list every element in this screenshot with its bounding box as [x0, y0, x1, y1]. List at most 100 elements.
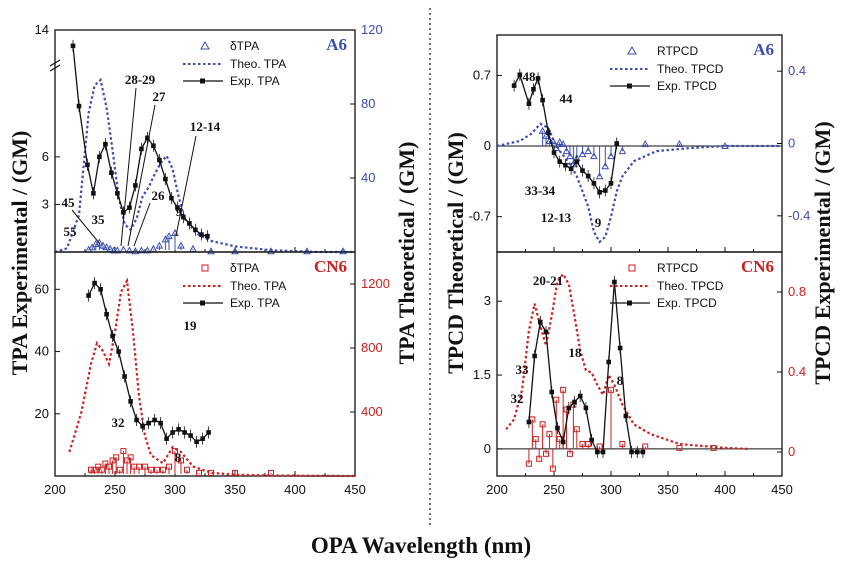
x-tick-label: 350 — [657, 482, 679, 497]
x-tick-label: 200 — [486, 482, 508, 497]
exp-point — [205, 233, 210, 239]
exp-point — [606, 359, 612, 365]
stick-marker — [536, 455, 543, 462]
legend-label-sticks: δTPA — [230, 261, 259, 275]
annotation: 55 — [64, 224, 78, 239]
stick-marker — [165, 232, 173, 240]
y-tick-label-right: -0.4 — [788, 208, 810, 223]
x-axis-title: OPA Wavelength (nm) — [311, 533, 531, 558]
exp-point — [128, 399, 133, 404]
exp-point — [97, 154, 102, 160]
stick-marker — [113, 246, 122, 254]
y-tick-label-left: 3 — [484, 293, 491, 308]
stick-marker — [106, 463, 112, 470]
stick-marker — [88, 466, 94, 473]
annotation: 20-21 — [533, 273, 563, 288]
exp-point — [103, 141, 108, 147]
y-tick-label-left: 0.7 — [473, 67, 491, 82]
axis-title: TPA Experimental / (GM) — [7, 131, 32, 376]
y-tick-label-right: 40 — [361, 170, 375, 185]
exp-point — [110, 333, 115, 339]
stick-marker — [546, 431, 553, 438]
y-tick-label-left: 40 — [35, 344, 49, 359]
legend-label-exp: Exp. TPCD — [657, 79, 717, 93]
exp-point — [121, 210, 126, 215]
exp-point — [140, 423, 145, 429]
legend-label-theo: Theo. TPCD — [657, 279, 724, 293]
exp-point — [583, 405, 589, 411]
exp-point — [193, 227, 198, 233]
exp-point — [623, 413, 629, 419]
exp-point — [86, 293, 91, 298]
stick-marker — [607, 152, 615, 160]
stick-marker — [267, 247, 275, 255]
stick-marker — [529, 416, 536, 423]
stick-marker — [549, 136, 557, 144]
annotation: 44 — [560, 91, 574, 106]
legend-label-theo: Theo. TPA — [230, 57, 286, 71]
stick-marker — [525, 460, 532, 467]
legend-marker-sticks — [200, 40, 210, 50]
x-tick-label: 250 — [543, 482, 565, 497]
x-tick-label: 200 — [44, 482, 66, 497]
exp-point — [194, 439, 199, 445]
legend-marker-exp — [627, 83, 632, 89]
exp-point — [158, 420, 163, 426]
y-tick-label-left: 60 — [35, 281, 49, 296]
exp-point — [526, 419, 532, 425]
stick-marker — [155, 241, 164, 249]
stick-marker — [142, 463, 148, 470]
exp-point — [549, 389, 555, 395]
exp-point — [200, 436, 205, 441]
exp-point — [589, 437, 594, 443]
stick-marker — [189, 244, 197, 252]
y-tick-label-right: 0 — [788, 444, 795, 459]
exp-point — [181, 214, 186, 220]
y-tick-label-left: 6 — [42, 149, 49, 164]
annotation: 32 — [112, 415, 125, 430]
exp-point — [617, 345, 623, 351]
stick-marker — [584, 147, 593, 155]
legend-marker-sticks — [627, 45, 637, 55]
exp-point — [511, 83, 517, 88]
exp-point — [109, 170, 114, 176]
exp-point — [116, 349, 121, 354]
axis-title: TPCD Theoretical / (GM) — [443, 132, 468, 374]
y-tick-label-left: 0 — [484, 441, 491, 456]
stick-marker — [539, 421, 546, 428]
x-tick-label: 400 — [714, 482, 736, 497]
stick-marker — [595, 172, 604, 180]
stick-marker — [560, 386, 567, 393]
stick-marker — [166, 463, 172, 470]
exp-point — [170, 430, 175, 435]
stick-marker — [641, 139, 650, 148]
y-tick-label-left: 1.5 — [473, 367, 491, 382]
stick-marker — [148, 466, 154, 473]
legend-marker-sticks — [628, 264, 636, 272]
stick-marker — [178, 457, 184, 464]
legend-marker-sticks — [201, 264, 209, 272]
y-tick-label-left: 20 — [35, 406, 49, 421]
stick-marker — [618, 147, 627, 155]
stick-marker — [131, 247, 140, 255]
y-tick-label-left: 0 — [484, 138, 491, 153]
legend-label-theo: Theo. TPA — [230, 279, 286, 293]
exp-line — [528, 281, 643, 453]
annotation: 8 — [175, 450, 182, 465]
y-tick-label-left: 3 — [42, 196, 49, 211]
panel-tag: CN6 — [741, 257, 774, 276]
y-tick-label-right: 0.8 — [788, 284, 806, 299]
exp-point — [175, 205, 180, 210]
stick-marker — [120, 448, 127, 455]
exp-point — [629, 449, 634, 455]
stick-marker — [538, 126, 547, 134]
exp-point — [187, 221, 192, 226]
annotation-leader — [133, 202, 151, 247]
exp-point — [104, 311, 109, 317]
exp-point — [182, 430, 187, 435]
annotation: 32 — [511, 391, 524, 406]
annotation: 18 — [569, 345, 583, 360]
exp-point — [151, 143, 156, 149]
exp-point — [526, 101, 532, 107]
y-tick-label-right: 80 — [361, 96, 375, 111]
